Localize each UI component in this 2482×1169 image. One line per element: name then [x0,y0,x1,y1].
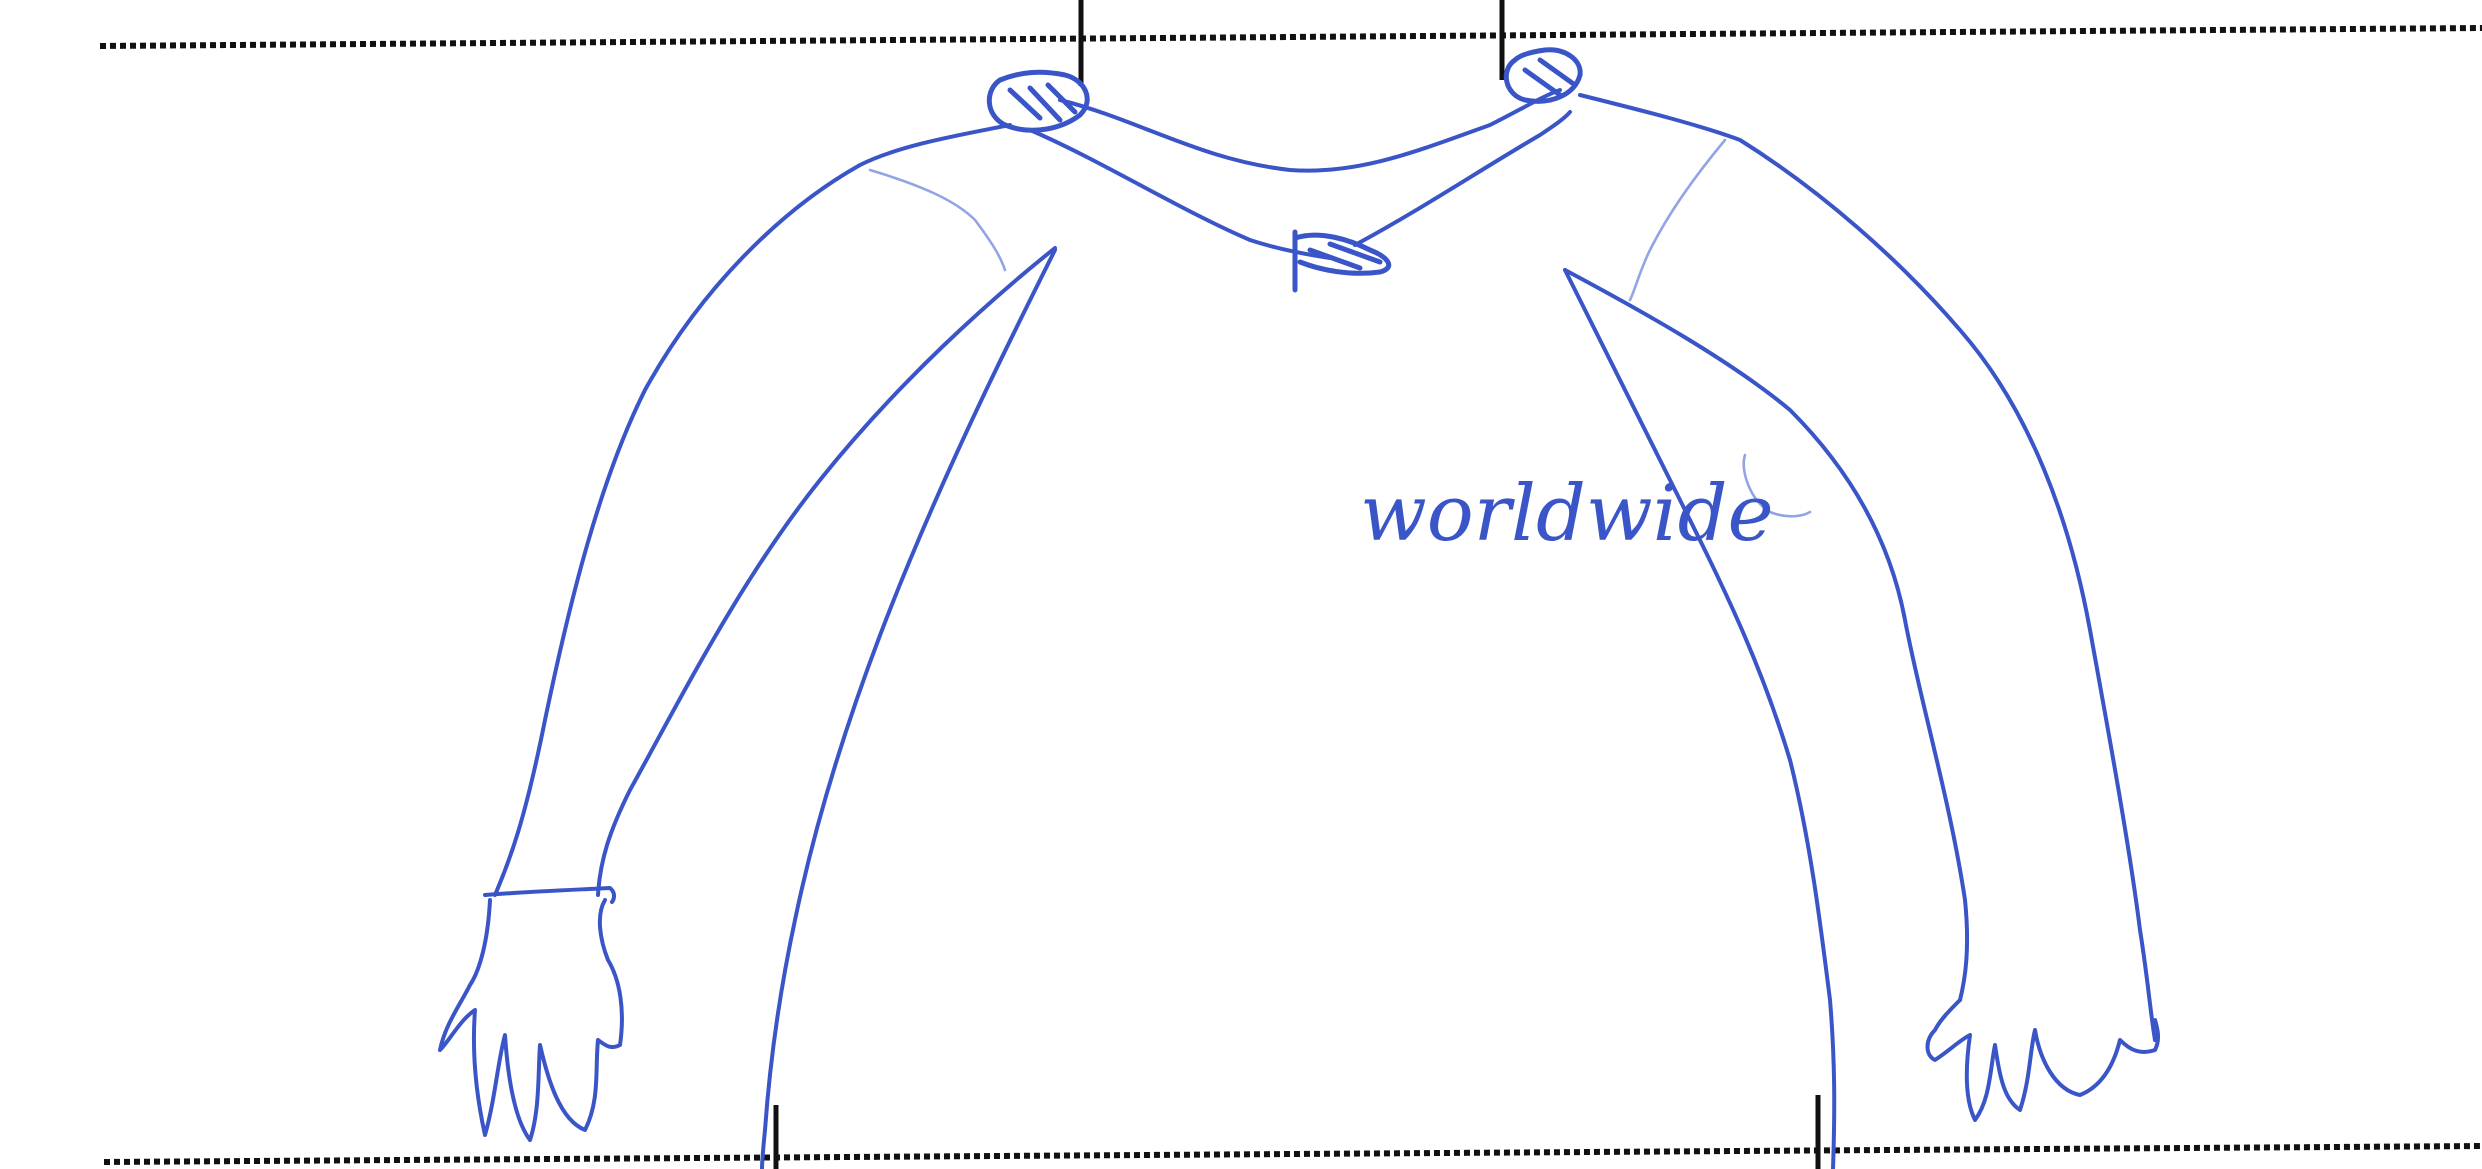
shirt-drawing: worldwide [438,47,2160,1169]
left-sleeve-outer-edge [493,123,1012,897]
right-shoulder-knot [1503,47,1583,104]
right-hand [1925,998,2160,1122]
left-cuff [483,886,617,904]
left-sleeve-inner-edge [596,246,1057,897]
collar-inner-line [1028,128,1332,260]
left-shoulder-knot [986,69,1090,133]
left-hand [438,898,624,1142]
bottom-dotted-guide [103,1143,2482,1165]
guide-lines [99,0,2482,1169]
right-sleeve-outer-edge [1578,93,2157,1042]
chest-handwritten-text: worldwide [1360,469,1774,559]
right-side-fold-mark [1742,453,1812,518]
front-collar-knot [1292,229,1392,293]
left-body-side [760,248,1057,1169]
top-dotted-guide [99,25,2482,49]
left-sleeve-seam [868,168,1007,272]
right-body-side [1563,268,1837,1169]
collar-inner-right-line [1353,110,1572,247]
right-sleeve-inner-edge [1563,268,1970,1002]
collar-outer-line [1058,88,1562,173]
right-sleeve-seam [1628,138,1727,302]
